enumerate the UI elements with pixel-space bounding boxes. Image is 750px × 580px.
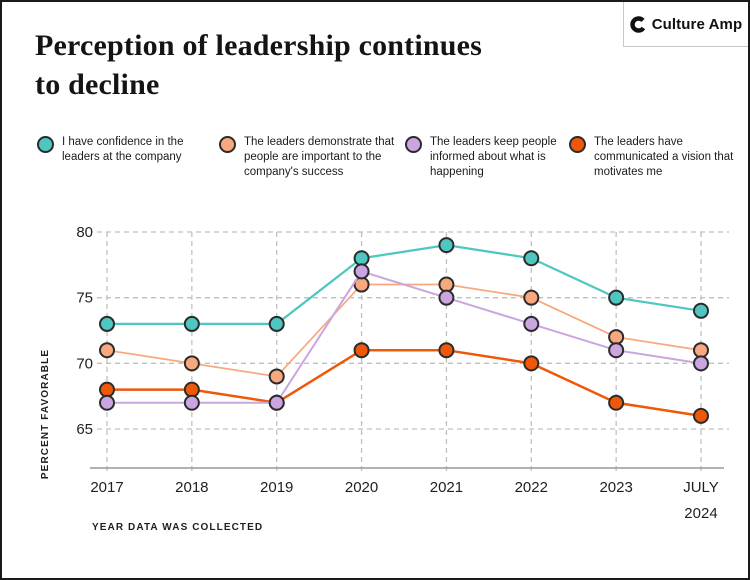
legend-label: The leaders demonstrate that people are … — [244, 136, 395, 179]
data-point-marker — [99, 315, 115, 332]
y-axis-title: PERCENT FAVORABLE — [40, 349, 51, 479]
x-axis-title: YEAR DATA WAS COLLECTED — [92, 522, 263, 533]
legend-swatch-teal-icon — [37, 136, 54, 153]
data-point-marker — [692, 407, 709, 424]
data-point-marker — [183, 381, 200, 398]
data-point-marker — [268, 394, 285, 411]
brand-logo-text: Culture Amp — [651, 15, 743, 33]
series-line — [107, 244, 702, 326]
data-point-marker — [183, 355, 200, 372]
series-line — [107, 270, 702, 404]
y-tick-label: 80 — [76, 224, 93, 241]
data-point-marker — [523, 315, 540, 332]
data-point-marker — [692, 355, 709, 372]
chart-legend: I have confidence in the leaders at the … — [37, 135, 740, 181]
data-point-marker — [608, 342, 625, 359]
data-point-marker — [523, 250, 540, 267]
line-chart: 80 75 70 65 2017 2018 2019 2020 2021 2022 2023 JULY… — [40, 224, 729, 533]
data-point-marker — [99, 342, 115, 359]
legend-label: I have confidence in the leaders at the … — [62, 136, 184, 164]
data-point-marker — [692, 342, 709, 359]
x-tick-label: 2019 — [260, 479, 293, 496]
data-point-marker — [353, 250, 370, 267]
data-point-marker — [523, 289, 540, 306]
x-tick-label: 2017 — [90, 479, 123, 496]
data-point-marker — [438, 237, 455, 254]
data-point-marker — [523, 355, 540, 372]
data-point-marker — [99, 394, 115, 411]
legend-item-people-important: The leaders demonstrate that people are … — [219, 135, 405, 181]
data-point-marker — [99, 381, 115, 398]
legend-label: The leaders keep people informed about w… — [430, 136, 557, 179]
data-point-marker — [608, 289, 625, 306]
culture-amp-c-icon — [630, 15, 647, 33]
data-point-marker — [183, 315, 200, 332]
y-tick-label: 65 — [76, 421, 93, 438]
x-tick-label: 2021 — [430, 479, 463, 496]
brand-logo: Culture Amp — [623, 2, 748, 47]
data-point-marker — [353, 263, 370, 280]
y-tick-label: 70 — [76, 355, 93, 372]
series-line — [107, 348, 702, 418]
legend-label: The leaders have communicated a vision t… — [594, 136, 734, 179]
y-tick-label: 75 — [76, 290, 93, 307]
legend-swatch-purple-icon — [405, 136, 422, 153]
data-point-marker — [608, 394, 625, 411]
x-tick-label: 2024 — [684, 505, 717, 522]
x-tick-label: JULY — [683, 479, 719, 496]
x-tick-label: 2020 — [345, 479, 378, 496]
x-tick-label: 2022 — [515, 479, 548, 496]
data-point-marker — [268, 315, 285, 332]
data-point-marker — [183, 394, 200, 411]
data-point-marker — [438, 289, 455, 306]
legend-swatch-orange-icon — [569, 136, 586, 153]
legend-item-confidence: I have confidence in the leaders at the … — [37, 135, 219, 181]
data-point-marker — [268, 368, 285, 385]
data-point-marker — [608, 329, 625, 346]
legend-item-vision: The leaders have communicated a vision t… — [569, 135, 740, 181]
data-point-marker — [692, 302, 709, 319]
legend-swatch-peach-icon — [219, 136, 236, 153]
data-point-marker — [438, 342, 455, 359]
data-point-marker — [438, 276, 455, 293]
x-tick-label: 2018 — [175, 479, 208, 496]
legend-item-keep-informed: The leaders keep people informed about w… — [405, 135, 569, 181]
data-point-marker — [353, 342, 370, 359]
page-title: Perception of leadership continues to de… — [35, 29, 483, 101]
x-tick-label: 2023 — [599, 479, 632, 496]
